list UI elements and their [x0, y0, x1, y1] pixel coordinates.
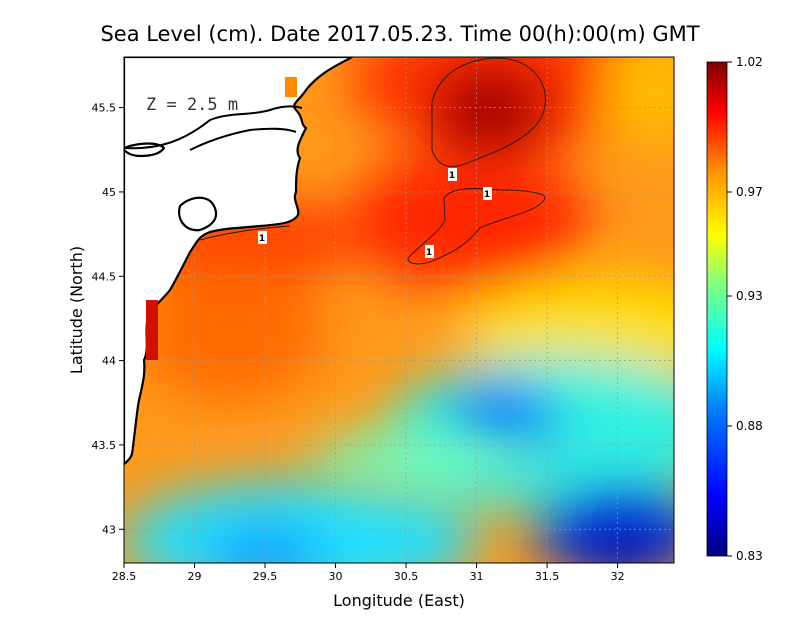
contour-north: [431, 57, 546, 167]
lagoon-razelm: [178, 196, 218, 232]
colorbar-tick-label: 1.02: [736, 55, 763, 69]
y-tick-label: 43: [102, 523, 116, 536]
x-axis-label: Longitude (East): [333, 591, 465, 610]
danube-arm-upper: [124, 105, 303, 150]
field-cyan-south: [124, 480, 480, 563]
x-tick-label: 28.5: [112, 570, 137, 583]
colorbar-tick-label: 0.97: [736, 185, 763, 199]
contour-label-box: [425, 245, 434, 258]
y-tick-label: 44.5: [92, 270, 117, 283]
y-axis-ticks: 43 43.5 44 44.5 45 45.5: [92, 102, 124, 536]
plot-frame: [123, 56, 675, 564]
y-tick-label: 43.5: [92, 439, 117, 452]
coastal-cell-red: [146, 300, 158, 360]
y-tick-label: 44: [102, 355, 116, 368]
contour-label: 1: [449, 171, 455, 181]
colorbar-ticks: 1.02 0.97 0.93 0.88 0.83: [727, 55, 763, 563]
contour-label-box: [258, 231, 267, 244]
y-tick-label: 45.5: [92, 102, 117, 115]
field-high-center: [350, 150, 590, 290]
contour-label-box: [483, 187, 492, 200]
field-northeast-orange: [600, 57, 674, 140]
x-tick-label: 29.5: [253, 570, 278, 583]
coastal-cell-orange: [285, 77, 297, 97]
x-tick-label: 31: [470, 570, 484, 583]
colorbar-tick-label: 0.93: [736, 289, 763, 303]
field-low-south: [205, 530, 325, 563]
contour-label: 1: [259, 234, 265, 244]
field-max-core: [435, 70, 545, 150]
x-tick-label: 32: [611, 570, 625, 583]
chart-title: Sea Level (cm). Date 2017.05.23. Time 00…: [100, 22, 699, 46]
contour-labels: 1 1 1 1: [258, 168, 492, 258]
x-tick-label: 30.5: [394, 570, 419, 583]
contour-center: [407, 188, 546, 265]
x-tick-label: 30: [329, 570, 343, 583]
field-yellow-band: [460, 280, 674, 380]
depth-label: Z = 2.5 m: [146, 95, 238, 115]
contour-label: 1: [484, 190, 490, 200]
x-tick-label: 31.5: [535, 570, 560, 583]
field-mid-west: [135, 260, 325, 400]
contour-label: 1: [426, 248, 432, 258]
colorbar: [706, 61, 728, 557]
contour-label-box: [448, 168, 457, 181]
field-min-core: [585, 530, 655, 563]
colorbar-tick-label: 0.83: [736, 549, 763, 563]
y-tick-label: 45: [102, 186, 116, 199]
danube-arm-lower: [189, 127, 297, 151]
sea-level-field: Z = 2.5 m: [124, 57, 674, 563]
colorbar-tick-label: 0.88: [736, 419, 763, 433]
y-axis-label: Latitude (North): [67, 246, 86, 374]
x-tick-label: 29: [188, 570, 202, 583]
contour-coastal: [199, 225, 291, 241]
field-green-band: [310, 430, 550, 490]
x-axis-ticks: 28.5 29 29.5 30 30.5 31 31.5 32: [112, 563, 625, 583]
land-coastline: [124, 57, 354, 466]
